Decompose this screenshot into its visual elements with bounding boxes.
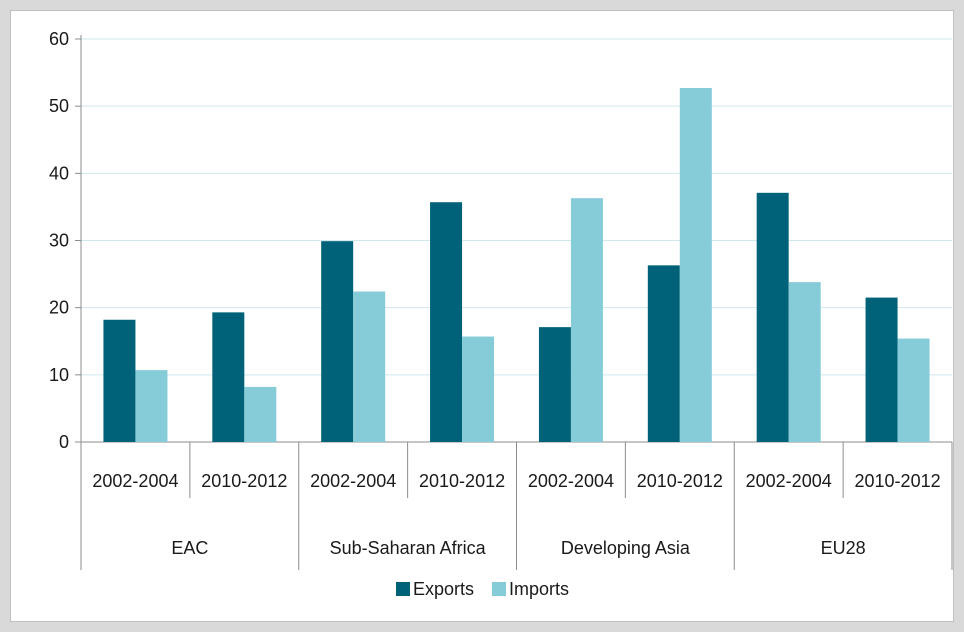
- bar-exports: [212, 312, 245, 442]
- period-label: 2002-2004: [528, 471, 614, 491]
- y-tick-label: 30: [49, 231, 69, 251]
- y-tick-label: 20: [49, 298, 69, 318]
- gridlines: [81, 38, 952, 376]
- legend: Exports Imports: [396, 579, 569, 599]
- period-label: 2010-2012: [637, 471, 723, 491]
- legend-label-exports: Exports: [413, 579, 474, 599]
- period-label: 2002-2004: [746, 471, 832, 491]
- period-label: 2010-2012: [201, 471, 287, 491]
- bar-exports: [430, 202, 463, 442]
- bar-imports: [570, 198, 603, 442]
- bars: [103, 88, 930, 442]
- bar-imports: [897, 338, 930, 442]
- period-label: 2010-2012: [419, 471, 505, 491]
- period-label: 2002-2004: [310, 471, 396, 491]
- y-tick-label: 0: [59, 432, 69, 452]
- period-label: 2002-2004: [92, 471, 178, 491]
- bar-imports: [244, 386, 277, 442]
- period-label: 2010-2012: [855, 471, 941, 491]
- y-tick-label: 50: [49, 96, 69, 116]
- legend-label-imports: Imports: [509, 579, 569, 599]
- y-tick-label: 60: [49, 29, 69, 49]
- category-labels: 2002-2004 2010-2012 EAC 2002-2004 2010-2012 S…: [92, 471, 940, 558]
- bar-exports: [756, 192, 789, 442]
- bar-imports: [135, 370, 168, 442]
- bar-exports: [103, 319, 136, 442]
- bar-exports: [538, 327, 571, 442]
- bar-imports: [462, 336, 495, 442]
- legend-swatch-exports: [396, 582, 410, 596]
- group-label: EU28: [821, 538, 866, 558]
- chart-frame: 0 10 20 30 40 50 60 2002-2004 2010-2012 EAC 2002-…: [10, 10, 954, 622]
- legend-swatch-imports: [492, 582, 506, 596]
- group-label: EAC: [171, 538, 208, 558]
- y-tick-label: 40: [49, 163, 69, 183]
- bar-exports: [647, 265, 680, 442]
- bar-exports: [321, 241, 354, 442]
- bar-imports: [679, 88, 712, 442]
- group-label: Sub-Saharan Africa: [330, 538, 487, 558]
- y-tick-label: 10: [49, 365, 69, 385]
- group-label: Developing Asia: [561, 538, 691, 558]
- bar-exports: [865, 297, 898, 442]
- bar-imports: [353, 291, 386, 442]
- bar-imports: [788, 282, 821, 442]
